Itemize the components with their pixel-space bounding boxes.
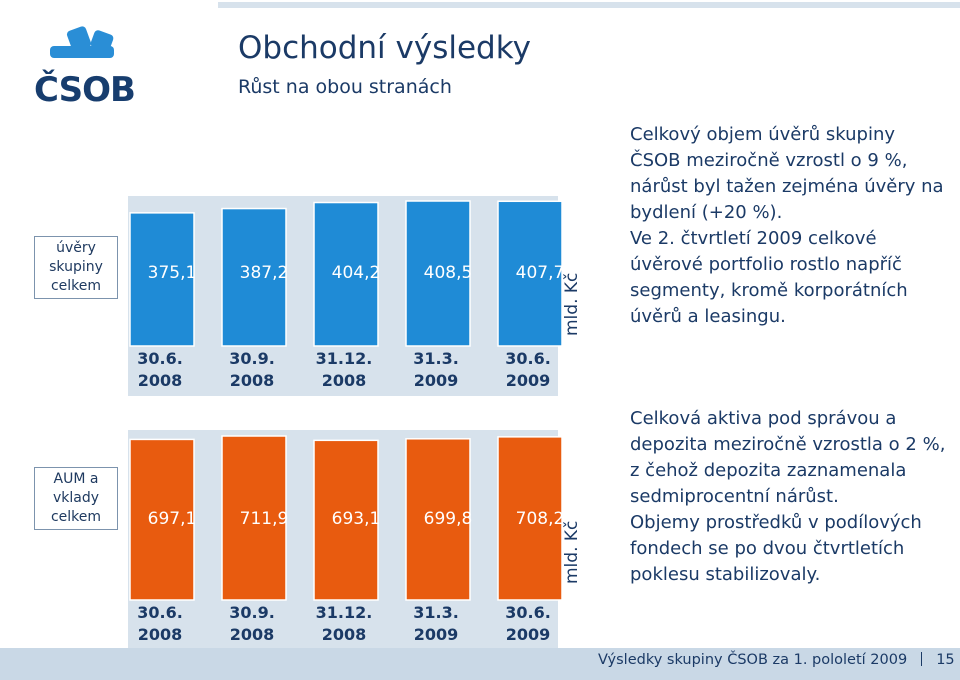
aum-row-label-line: celkem bbox=[50, 509, 102, 525]
csob-logo-mark-icon bbox=[50, 26, 114, 58]
tick-label: 2008 bbox=[230, 371, 275, 390]
data-label: 708,2 bbox=[516, 509, 565, 529]
aum-row-label-line: AUM a bbox=[53, 471, 99, 487]
loans-chart: 375,1 30.6. 2008 387,2 30.9. 2008 404,2 31.12. 2… bbox=[128, 196, 564, 400]
footer-bar bbox=[0, 648, 960, 680]
aum-note-paragraph-1: Celková aktiva pod správou a depozita me… bbox=[630, 408, 946, 507]
bar bbox=[129, 438, 195, 601]
aum-row-label-line: vklady bbox=[52, 490, 100, 506]
loans-row-label-line: úvěry bbox=[56, 240, 96, 256]
page-title: Obchodní výsledky bbox=[238, 30, 531, 66]
tick-label: 31.12. bbox=[316, 603, 373, 622]
top-rule bbox=[218, 2, 960, 8]
footer-separator bbox=[921, 652, 923, 666]
data-label: 711,9 bbox=[240, 509, 289, 529]
tick-label: 2008 bbox=[138, 371, 183, 390]
tick-label: 2008 bbox=[322, 371, 367, 390]
tick-label: 2008 bbox=[230, 625, 275, 644]
data-label: 407,7 bbox=[516, 263, 565, 283]
aum-chart: 697,1 30.6. 2008 711,9 30.9. 2008 693,1 31.12. 2… bbox=[128, 430, 564, 654]
csob-logo-text: ČSOB bbox=[34, 70, 136, 110]
tick-label: 30.6. bbox=[137, 349, 183, 368]
aum-row-label: AUM a vklady celkem bbox=[34, 467, 118, 530]
loans-row-label: úvěry skupiny celkem bbox=[34, 236, 118, 299]
aum-bar-chart: 697,1 30.6. 2008 711,9 30.9. 2008 693,1 31.12. 2… bbox=[128, 430, 565, 650]
tick-label: 2008 bbox=[138, 625, 183, 644]
bar bbox=[221, 207, 287, 347]
loans-note-paragraph-2: Ve 2. čtvrtletí 2009 celkové úvěrové por… bbox=[630, 228, 908, 327]
page-subtitle: Růst na obou stranách bbox=[238, 76, 452, 98]
bar bbox=[405, 200, 471, 347]
page-number: 15 bbox=[936, 652, 955, 668]
data-label: 387,2 bbox=[240, 263, 289, 283]
bar bbox=[497, 436, 563, 601]
aum-unit-label: mld. Kč bbox=[562, 520, 582, 584]
loans-bar-chart: 375,1 30.6. 2008 387,2 30.9. 2008 404,2 31.12. 2… bbox=[128, 196, 565, 396]
loans-note: Celkový objem úvěrů skupiny ČSOB meziroč… bbox=[630, 122, 950, 330]
loans-unit-label: mld. Kč bbox=[562, 272, 582, 336]
footer-text: Výsledky skupiny ČSOB za 1. pololetí 200… bbox=[598, 652, 908, 668]
tick-label: 31.3. bbox=[413, 349, 459, 368]
bar bbox=[405, 438, 471, 601]
data-label: 699,8 bbox=[424, 509, 473, 529]
footer: Výsledky skupiny ČSOB za 1. pololetí 200… bbox=[598, 652, 955, 668]
loans-row-label-line: skupiny bbox=[49, 259, 103, 275]
tick-label: 30.9. bbox=[229, 603, 275, 622]
loans-note-paragraph-1: Celkový objem úvěrů skupiny ČSOB meziroč… bbox=[630, 124, 944, 223]
tick-label: 30.6. bbox=[505, 349, 551, 368]
tick-label: 30.6. bbox=[137, 603, 183, 622]
aum-note-paragraph-2: Objemy prostředků v podílových fondech s… bbox=[630, 512, 922, 585]
tick-label: 31.12. bbox=[316, 349, 373, 368]
tick-label: 30.6. bbox=[505, 603, 551, 622]
data-label: 693,1 bbox=[332, 509, 381, 529]
tick-label: 31.3. bbox=[413, 603, 459, 622]
bar bbox=[221, 435, 287, 601]
loans-row-label-line: celkem bbox=[50, 278, 102, 294]
tick-label: 2008 bbox=[322, 625, 367, 644]
bar bbox=[313, 201, 379, 347]
tick-label: 2009 bbox=[414, 625, 459, 644]
bar bbox=[129, 212, 195, 347]
data-label: 697,1 bbox=[148, 509, 197, 529]
tick-label: 2009 bbox=[414, 371, 459, 390]
data-label: 408,5 bbox=[424, 263, 473, 283]
bar bbox=[497, 200, 563, 347]
tick-label: 30.9. bbox=[229, 349, 275, 368]
bar bbox=[313, 439, 379, 601]
data-label: 375,1 bbox=[148, 263, 197, 283]
aum-note: Celková aktiva pod správou a depozita me… bbox=[630, 406, 950, 588]
data-label: 404,2 bbox=[332, 263, 381, 283]
tick-label: 2009 bbox=[506, 625, 551, 644]
tick-label: 2009 bbox=[506, 371, 551, 390]
